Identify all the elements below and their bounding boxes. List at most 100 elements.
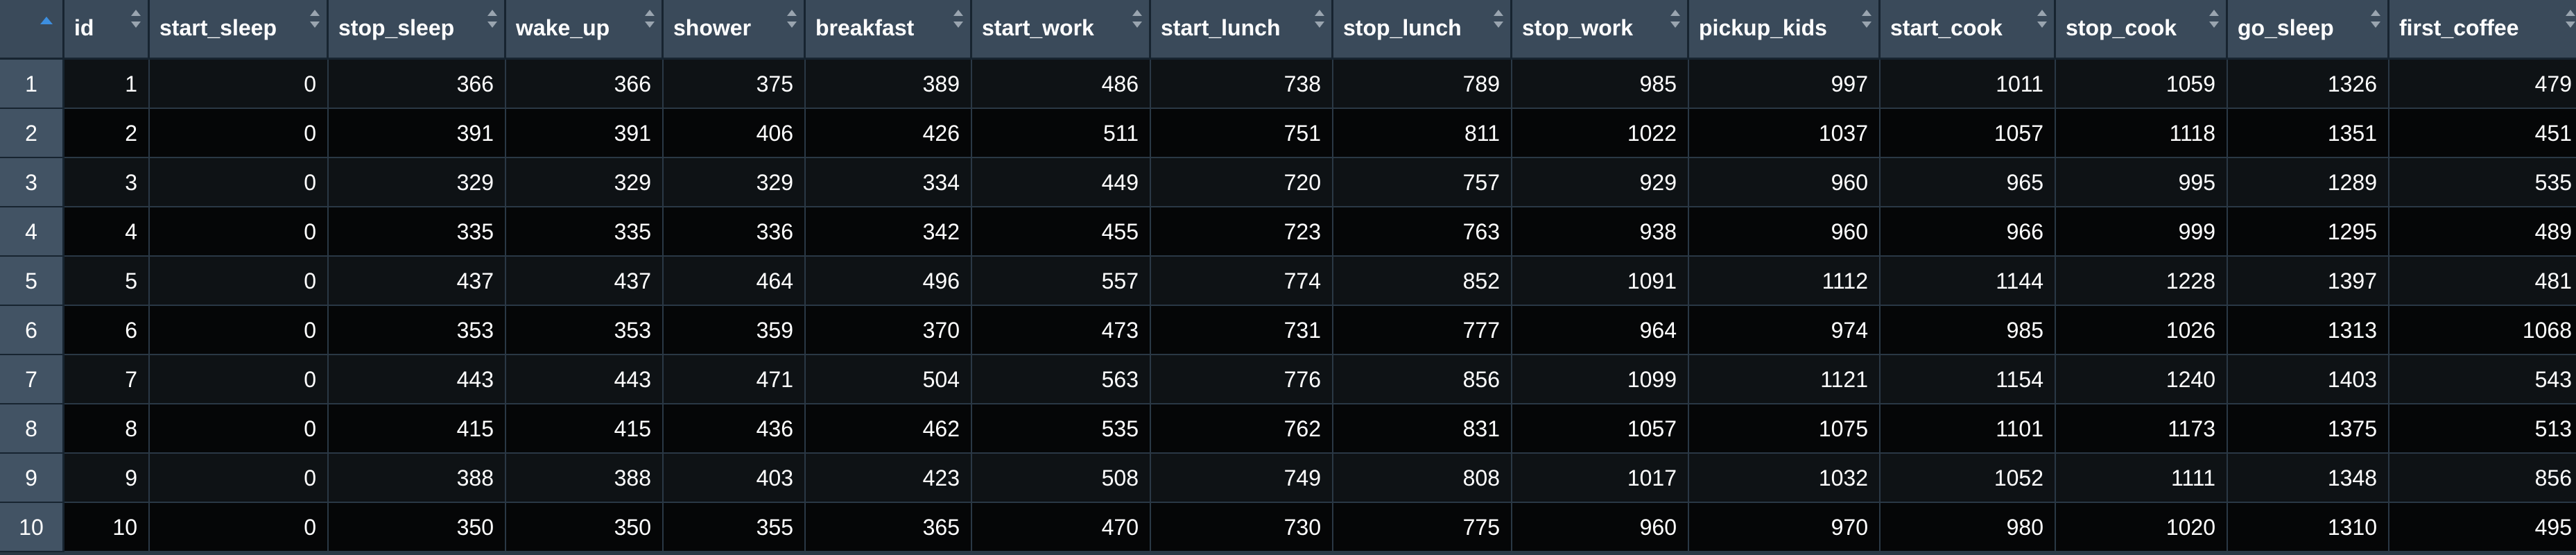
- table-cell: 508: [972, 454, 1151, 503]
- column-header-stop-cook[interactable]: stop_cook: [2056, 0, 2228, 60]
- table-cell: 1403: [2228, 355, 2389, 404]
- table-cell: 1099: [1512, 355, 1689, 404]
- table-cell: 985: [1512, 60, 1689, 109]
- table-cell: 451: [2389, 109, 2576, 158]
- table-cell: 415: [506, 404, 664, 454]
- sort-arrows-icon[interactable]: [2371, 10, 2380, 28]
- table-cell: 336: [664, 207, 806, 257]
- table-cell: 730: [1151, 503, 1333, 552]
- table-cell: 995: [2056, 158, 2228, 207]
- column-header-breakfast[interactable]: breakfast: [806, 0, 972, 60]
- table-cell: 350: [506, 503, 664, 552]
- column-header-go-sleep[interactable]: go_sleep: [2228, 0, 2389, 60]
- table-cell: 437: [329, 257, 506, 306]
- sort-arrows-icon[interactable]: [310, 10, 320, 28]
- table-cell: 353: [329, 306, 506, 355]
- table-cell: 359: [664, 306, 806, 355]
- column-header-stop-lunch[interactable]: stop_lunch: [1333, 0, 1512, 60]
- column-header-shower[interactable]: shower: [664, 0, 806, 60]
- table-cell: 1032: [1689, 454, 1881, 503]
- table-cell: 455: [972, 207, 1151, 257]
- table-cell: 757: [1333, 158, 1512, 207]
- table-cell: 997: [1689, 60, 1881, 109]
- table-cell: 720: [1151, 158, 1333, 207]
- column-header-first-coffee[interactable]: first_coffee: [2389, 0, 2576, 60]
- sort-arrows-icon[interactable]: [1862, 10, 1872, 28]
- table-cell: 1118: [2056, 109, 2228, 158]
- table-cell: 723: [1151, 207, 1333, 257]
- column-header-label: breakfast: [815, 15, 915, 40]
- table-cell: 775: [1333, 503, 1512, 552]
- table-cell: 423: [806, 454, 972, 503]
- table-cell: 471: [664, 355, 806, 404]
- table-cell: 462: [806, 404, 972, 454]
- table-cell: 443: [506, 355, 664, 404]
- table-cell: 1121: [1689, 355, 1881, 404]
- sort-arrows-icon[interactable]: [1494, 10, 1503, 28]
- table-cell: 10: [64, 503, 150, 552]
- sort-arrows-icon[interactable]: [645, 10, 655, 28]
- column-header-label: start_lunch: [1161, 15, 1281, 40]
- sort-arrows-icon[interactable]: [953, 10, 963, 28]
- table-cell: 811: [1333, 109, 1512, 158]
- row-number: 1: [0, 60, 64, 109]
- row-number-header[interactable]: [0, 0, 64, 60]
- table-cell: 3: [64, 158, 150, 207]
- table-cell: 0: [150, 404, 329, 454]
- table-cell: 557: [972, 257, 1151, 306]
- column-header-start-work[interactable]: start_work: [972, 0, 1151, 60]
- sort-arrows-icon[interactable]: [787, 10, 797, 28]
- table-cell: 496: [806, 257, 972, 306]
- table-cell: 763: [1333, 207, 1512, 257]
- table-cell: 389: [806, 60, 972, 109]
- sort-arrows-icon[interactable]: [487, 10, 497, 28]
- table-cell: 370: [806, 306, 972, 355]
- table-cell: 1057: [1512, 404, 1689, 454]
- table-cell: 2: [64, 109, 150, 158]
- table-cell: 789: [1333, 60, 1512, 109]
- sort-arrows-icon[interactable]: [2566, 10, 2575, 28]
- table-cell: 1022: [1512, 109, 1689, 158]
- column-header-start-sleep[interactable]: start_sleep: [150, 0, 329, 60]
- column-header-wake-up[interactable]: wake_up: [506, 0, 664, 60]
- table-cell: 543: [2389, 355, 2576, 404]
- table-cell: 388: [329, 454, 506, 503]
- table-cell: 808: [1333, 454, 1512, 503]
- sort-arrows-icon[interactable]: [2209, 10, 2219, 28]
- table-cell: 9: [64, 454, 150, 503]
- table-cell: 366: [329, 60, 506, 109]
- column-header-label: go_sleep: [2238, 15, 2334, 40]
- table-cell: 1313: [2228, 306, 2389, 355]
- column-header-id[interactable]: id: [64, 0, 150, 60]
- sort-arrows-icon[interactable]: [131, 10, 141, 28]
- column-header-stop-work[interactable]: stop_work: [1512, 0, 1689, 60]
- column-header-stop-sleep[interactable]: stop_sleep: [329, 0, 506, 60]
- column-header-pickup-kids[interactable]: pickup_kids: [1689, 0, 1881, 60]
- table-cell: 426: [806, 109, 972, 158]
- table-cell: 1111: [2056, 454, 2228, 503]
- sort-arrows-icon[interactable]: [1132, 10, 1142, 28]
- table-cell: 856: [2389, 454, 2576, 503]
- table-cell: 1075: [1689, 404, 1881, 454]
- column-header-start-lunch[interactable]: start_lunch: [1151, 0, 1333, 60]
- table-cell: 481: [2389, 257, 2576, 306]
- sort-arrows-icon[interactable]: [2037, 10, 2047, 28]
- table-cell: 1351: [2228, 109, 2389, 158]
- horizontal-scrollbar[interactable]: [0, 552, 2576, 555]
- sort-arrows-icon[interactable]: [1315, 10, 1324, 28]
- column-header-start-cook[interactable]: start_cook: [1881, 0, 2056, 60]
- sort-arrows-icon[interactable]: [1670, 10, 1680, 28]
- table-cell: 0: [150, 454, 329, 503]
- table-cell: 0: [150, 257, 329, 306]
- table-cell: 852: [1333, 257, 1512, 306]
- table-cell: 535: [2389, 158, 2576, 207]
- table-cell: 513: [2389, 404, 2576, 454]
- column-header-label: start_cook: [1890, 15, 2003, 40]
- table-cell: 1348: [2228, 454, 2389, 503]
- table-cell: 980: [1881, 503, 2056, 552]
- table-cell: 443: [329, 355, 506, 404]
- table-cell: 1059: [2056, 60, 2228, 109]
- table-cell: 473: [972, 306, 1151, 355]
- table-cell: 479: [2389, 60, 2576, 109]
